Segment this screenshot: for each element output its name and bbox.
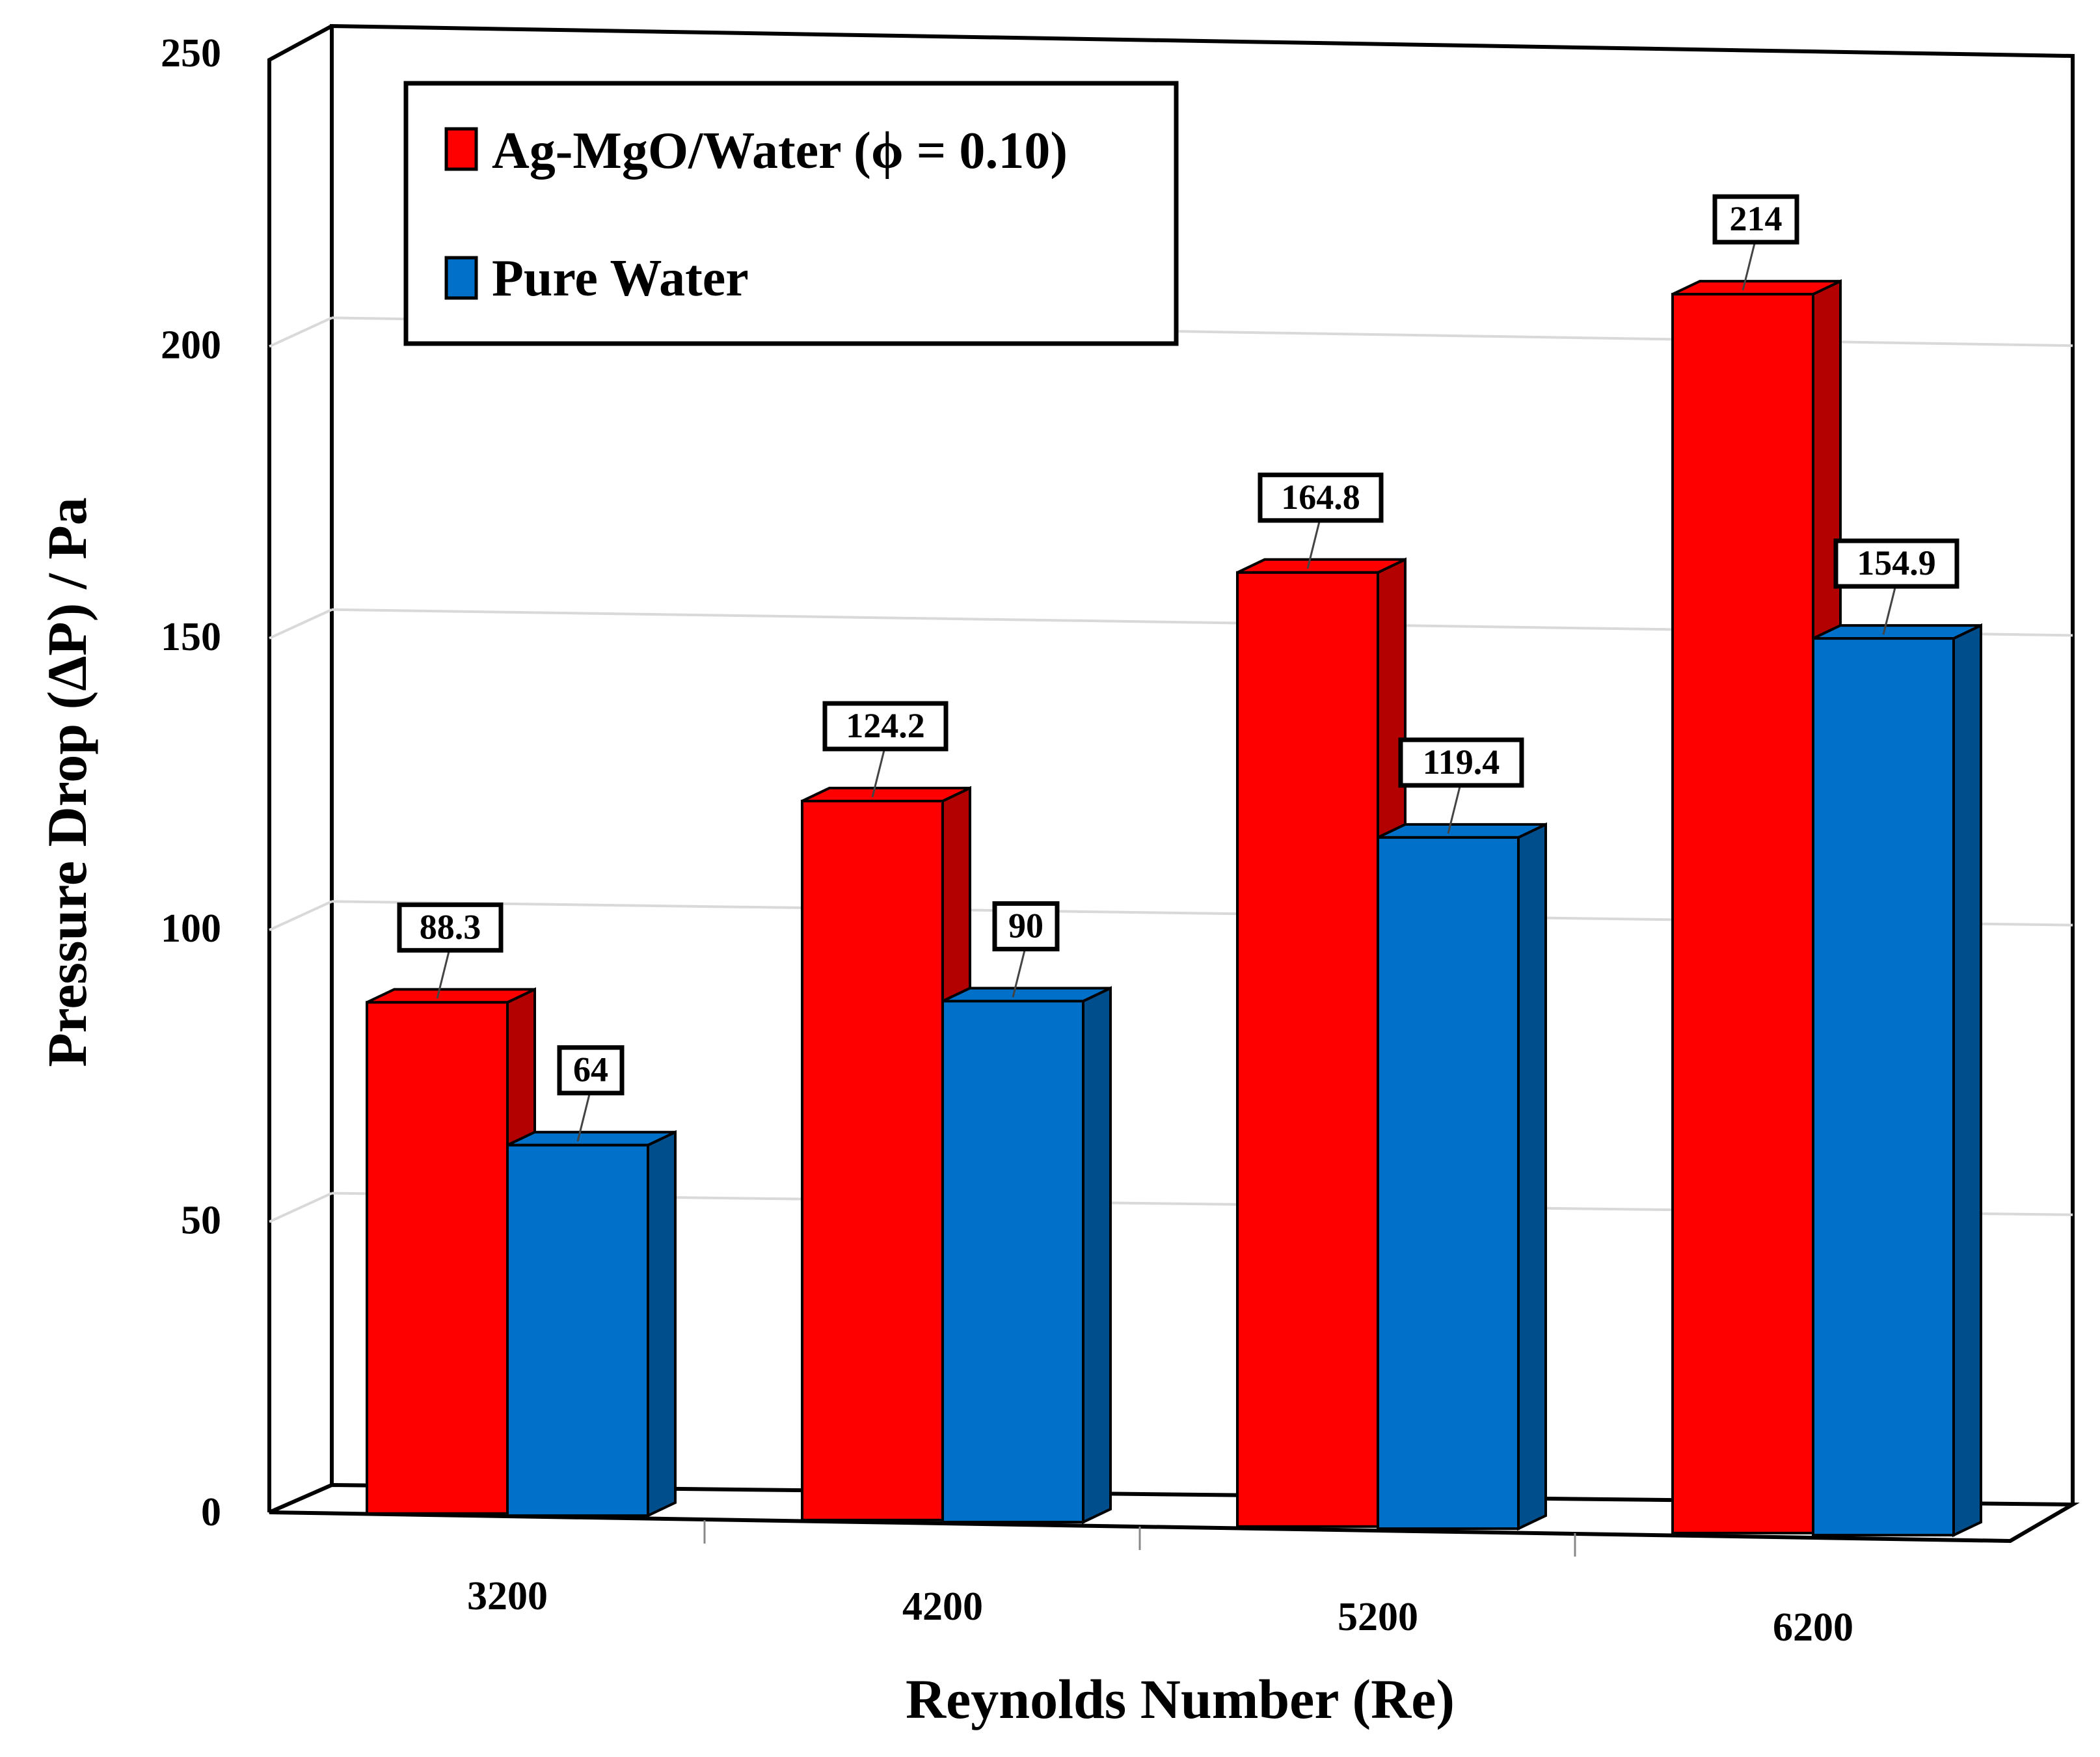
bar — [1812, 637, 1955, 1537]
bar — [366, 1001, 509, 1515]
bar — [1377, 836, 1520, 1531]
y-axis-title: Pressure Drop (ΔP) / Pa — [36, 497, 98, 1067]
floor — [268, 1482, 2080, 1544]
data-label: 164.8 — [1281, 478, 1360, 517]
data-label: 154.9 — [1857, 543, 1936, 582]
leader-line — [1742, 238, 1757, 291]
bar-side — [1517, 822, 1547, 1531]
data-label-box — [1712, 194, 1799, 245]
leader-line — [1882, 582, 1898, 635]
legend: Ag-MgO/Water (ϕ = 0.10) Pure Water — [403, 81, 1179, 346]
x-tick-label: 5200 — [1338, 1595, 1418, 1639]
bar-side — [1952, 623, 1982, 1538]
data-labels: 88.3 64 124.2 90 164.8 119.4 214 154.9 — [397, 194, 1959, 1142]
y-axis-ticks: 0 50 100 150 200 250 — [161, 31, 221, 1534]
leader-line — [871, 744, 887, 798]
bar-top — [507, 1130, 676, 1147]
bar-top — [366, 988, 535, 1004]
legend-swatch-pure-water — [444, 256, 478, 300]
leader-line — [1306, 516, 1322, 569]
chart-frame — [267, 23, 2080, 1544]
data-label-box — [822, 701, 949, 752]
x-tick-label: 3200 — [467, 1574, 548, 1618]
y-tick-label: 50 — [181, 1199, 221, 1243]
gridline-side — [269, 1192, 332, 1223]
bar-top — [801, 786, 971, 802]
leader-line — [1447, 781, 1462, 834]
legend-label-pure-water: Pure Water — [492, 250, 749, 307]
legend-swatch-ag-mgo — [444, 127, 478, 171]
x-tick-label: 6200 — [1773, 1605, 1853, 1650]
legend-box — [403, 81, 1179, 346]
gridline-side — [269, 900, 332, 932]
data-label-box — [1398, 737, 1524, 788]
bar — [506, 1143, 649, 1518]
back-wall — [330, 23, 2075, 1505]
data-label-box — [557, 1045, 625, 1096]
legend-label-ag-mgo: Ag-MgO/Water (ϕ = 0.10) — [492, 122, 1068, 180]
data-label-box — [1258, 472, 1384, 523]
gridline-side — [269, 608, 332, 640]
data-label: 64 — [573, 1050, 608, 1089]
data-label-box — [397, 902, 504, 953]
data-label: 90 — [1008, 906, 1043, 945]
bar — [1236, 571, 1379, 1528]
leader-line — [436, 946, 451, 999]
bar-top — [942, 987, 1111, 1003]
y-tick-label: 100 — [161, 906, 221, 951]
data-label: 88.3 — [420, 907, 481, 946]
bar-side — [1082, 986, 1112, 1525]
bars — [366, 279, 1982, 1538]
x-axis-ticks: 3200 4200 5200 6200 — [467, 1520, 1853, 1650]
y-tick-label: 0 — [201, 1490, 221, 1534]
bar — [1671, 293, 1814, 1534]
bar — [941, 1000, 1084, 1524]
x-tick-label: 4200 — [902, 1585, 983, 1629]
bar-top — [1237, 558, 1406, 574]
bar — [801, 799, 944, 1521]
bar-side — [647, 1130, 677, 1518]
y-tick-label: 250 — [161, 31, 221, 75]
bar-top — [1672, 280, 1841, 296]
x-axis-title: Reynolds Number (Re) — [906, 1668, 1455, 1730]
data-label-box — [1833, 538, 1959, 589]
leader-line — [1012, 945, 1027, 998]
bar-top — [1812, 624, 1982, 640]
y-tick-label: 200 — [161, 323, 221, 367]
data-label: 214 — [1730, 199, 1783, 238]
data-label: 124.2 — [846, 706, 925, 745]
gridline-side — [269, 316, 332, 348]
leader-line — [576, 1089, 592, 1142]
y-tick-label: 150 — [161, 615, 221, 659]
bar-top — [1377, 823, 1546, 839]
data-label-box — [992, 901, 1060, 951]
data-label: 119.4 — [1423, 742, 1500, 782]
left-wall — [267, 24, 333, 1512]
